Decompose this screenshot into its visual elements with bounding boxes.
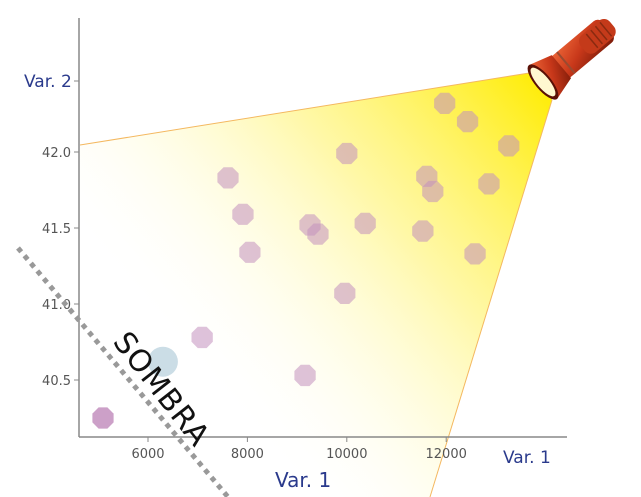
y-tick-label: 40.5 bbox=[42, 374, 71, 389]
y-tick-label: 42.0 bbox=[42, 146, 71, 161]
scatter-point bbox=[232, 203, 254, 225]
x-tick-label: 8000 bbox=[231, 447, 264, 462]
beam-edge-bottom bbox=[429, 99, 553, 497]
scatter-point bbox=[354, 212, 376, 235]
y-tick-label: 41.5 bbox=[42, 222, 71, 237]
scatter-point bbox=[239, 241, 261, 263]
scatter-point bbox=[434, 92, 456, 114]
x-tick-label: 10000 bbox=[326, 447, 367, 462]
flashlight-icon bbox=[527, 18, 616, 100]
shadow-boundary-dotted-line bbox=[16, 246, 230, 497]
scatter-point bbox=[336, 142, 358, 165]
y-tick-label: 41.0 bbox=[42, 298, 71, 313]
beam-edge-top bbox=[79, 69, 549, 146]
scatter-point bbox=[464, 243, 486, 265]
x-tick-label: 6000 bbox=[131, 447, 164, 462]
x-axis-title: Var. 1 bbox=[275, 468, 331, 492]
scatter-point bbox=[217, 167, 239, 189]
x-tick-label: 12000 bbox=[426, 447, 467, 462]
scatter-point bbox=[191, 326, 213, 349]
scatter-point bbox=[294, 364, 316, 387]
scatter-point bbox=[456, 111, 479, 133]
scatter-point bbox=[422, 180, 444, 203]
scatter-point bbox=[498, 135, 520, 157]
highlight-point bbox=[147, 346, 178, 377]
scatter-point bbox=[412, 220, 434, 242]
scatter-point bbox=[478, 173, 500, 195]
x-axis-end-label: Var. 1 bbox=[503, 448, 551, 468]
y-axis-top-label: Var. 2 bbox=[24, 72, 72, 92]
scatter-point bbox=[307, 223, 329, 245]
scatter-point bbox=[92, 407, 114, 429]
scatter-point bbox=[334, 282, 356, 304]
